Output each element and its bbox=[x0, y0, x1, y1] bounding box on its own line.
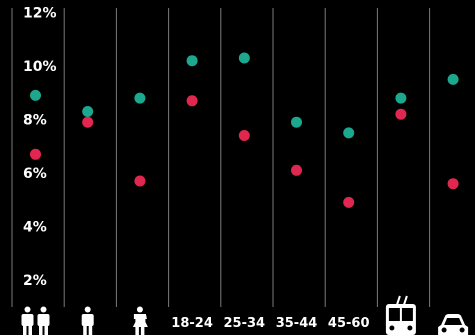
trolleybus-icon bbox=[385, 295, 416, 335]
data-point bbox=[447, 178, 459, 190]
data-point bbox=[238, 52, 250, 64]
y-tick-label: 4% bbox=[23, 220, 47, 236]
data-point bbox=[30, 148, 41, 160]
x-category-label: 35-44 bbox=[276, 316, 318, 331]
data-point bbox=[186, 55, 198, 67]
car-icon bbox=[438, 314, 469, 335]
data-point bbox=[291, 116, 302, 128]
y-tick-label: 10% bbox=[23, 59, 57, 75]
woman-icon bbox=[132, 306, 148, 335]
data-point bbox=[343, 127, 355, 139]
man-icon bbox=[81, 306, 94, 335]
data-point bbox=[82, 116, 94, 128]
y-tick-label: 2% bbox=[23, 273, 47, 289]
y-tick-label: 6% bbox=[23, 166, 47, 182]
data-point bbox=[395, 92, 407, 104]
gridlines bbox=[11, 8, 431, 307]
data-point bbox=[134, 92, 146, 104]
x-category-label: 18-24 bbox=[171, 316, 213, 331]
data-point bbox=[395, 108, 407, 120]
people-icon bbox=[21, 306, 50, 335]
data-point bbox=[291, 164, 302, 176]
data-point bbox=[186, 95, 198, 107]
y-axis-ticks: 2% 4% 6% 8% 10% 12% bbox=[23, 6, 57, 290]
x-axis-categories: 18-24 25-34 35-44 45-60 bbox=[21, 295, 469, 335]
y-tick-label: 12% bbox=[23, 6, 57, 22]
y-tick-label: 8% bbox=[23, 113, 47, 129]
data-point bbox=[30, 89, 41, 101]
x-category-label: 45-60 bbox=[328, 316, 370, 331]
x-category-label: 25-34 bbox=[224, 316, 266, 331]
data-point bbox=[82, 106, 94, 117]
data-point bbox=[134, 175, 146, 187]
data-point bbox=[238, 130, 250, 141]
data-points bbox=[30, 52, 459, 208]
data-point bbox=[343, 196, 355, 208]
data-point bbox=[447, 73, 459, 85]
